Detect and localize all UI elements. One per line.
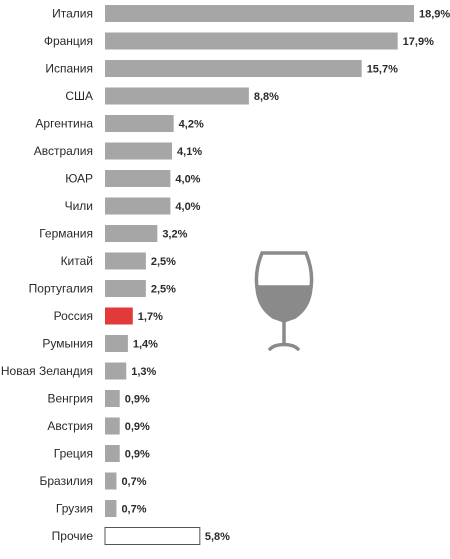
wine-glass-icon: [254, 251, 314, 351]
value-label: 0,9%: [125, 449, 150, 461]
category-label: Австралия: [34, 144, 93, 158]
bar: [105, 472, 117, 490]
category-label: Россия: [54, 309, 93, 323]
category-label: Румыния: [42, 337, 93, 351]
bar: [105, 225, 158, 242]
bar: [105, 280, 146, 297]
bar: [105, 142, 173, 160]
value-label: 2,5%: [151, 284, 176, 296]
bar: [105, 417, 120, 435]
category-label: Германия: [39, 227, 93, 241]
value-label: 18,9%: [419, 9, 450, 21]
category-label: Австрия: [47, 419, 93, 433]
category-label: Бразилия: [40, 474, 94, 488]
bar: [105, 362, 127, 380]
category-label: Италия: [52, 7, 93, 21]
value-label: 0,9%: [125, 421, 150, 433]
value-label: 5,8%: [205, 531, 230, 543]
value-label: 4,0%: [175, 201, 200, 213]
value-label: 4,1%: [177, 146, 202, 158]
bar: [105, 445, 120, 462]
value-label: 3,2%: [162, 229, 187, 241]
category-label: Аргентина: [35, 117, 93, 131]
category-label: Венгрия: [47, 392, 93, 406]
bar: [105, 335, 128, 352]
category-label: Греция: [54, 447, 93, 461]
value-label: 1,3%: [131, 366, 156, 378]
bar: [104, 527, 201, 545]
value-label: 4,0%: [175, 174, 200, 186]
category-label: Грузия: [56, 502, 93, 516]
bar: [105, 115, 174, 132]
value-label: 2,5%: [151, 256, 176, 268]
bar: [105, 307, 133, 325]
category-label: Франция: [44, 34, 93, 48]
category-label: Прочие: [52, 529, 94, 543]
category-label: Испания: [45, 62, 93, 76]
bar: [105, 32, 398, 50]
category-label: Китай: [61, 254, 93, 268]
value-label: 17,9%: [403, 36, 434, 48]
bar: [105, 252, 146, 270]
bar: [105, 60, 362, 77]
bar: [105, 390, 120, 407]
value-label: 8,8%: [254, 91, 279, 103]
value-label: 0,7%: [121, 476, 146, 488]
value-label: 1,7%: [138, 311, 163, 323]
value-label: 0,7%: [121, 504, 146, 516]
value-label: 15,7%: [367, 64, 398, 76]
category-label: Португалия: [29, 282, 93, 296]
bar: [105, 5, 415, 22]
value-label: 0,9%: [125, 394, 150, 406]
category-label: Новая Зеландия: [1, 364, 93, 378]
value-label: 4,2%: [179, 119, 204, 131]
bar: [105, 197, 171, 215]
category-label: ЮАР: [65, 172, 93, 186]
value-label: 1,4%: [133, 339, 158, 351]
bar: [105, 87, 249, 105]
bar: [105, 170, 171, 187]
category-label: США: [65, 89, 93, 103]
category-label: Чили: [65, 199, 93, 213]
bars-group: Италия 18,9% Франция 17,9% Испания 15,7% США 8,…: [1, 5, 450, 545]
bar: [105, 500, 117, 517]
